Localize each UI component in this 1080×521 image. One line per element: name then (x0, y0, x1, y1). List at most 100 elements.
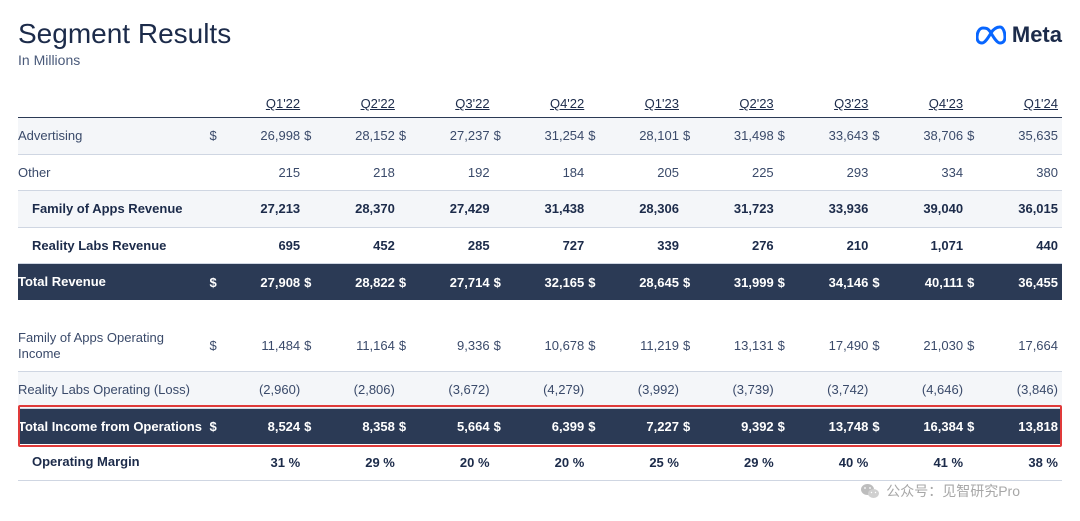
cell-value: 35,635 (981, 118, 1062, 155)
cell-value: 40,111 (886, 264, 967, 300)
cell-value: 39,040 (886, 191, 967, 228)
currency-symbol (683, 227, 697, 264)
segment-results-table: Q1'22Q2'22Q3'22Q4'22Q1'23Q2'23Q3'23Q4'23… (18, 90, 1062, 481)
cell-value: 285 (413, 227, 494, 264)
cell-value: 440 (981, 227, 1062, 264)
cell-value: (4,646) (886, 372, 967, 409)
currency-symbol: $ (209, 320, 223, 372)
cell-value: 28,306 (602, 191, 683, 228)
wechat-icon (860, 481, 880, 501)
currency-symbol (588, 191, 602, 228)
cell-value: 215 (224, 154, 305, 191)
currency-symbol (967, 191, 981, 228)
cell-value: 29 % (697, 444, 778, 480)
cell-value: 380 (981, 154, 1062, 191)
cell-value: 40 % (792, 444, 873, 480)
currency-symbol (683, 444, 697, 480)
currency-symbol (304, 227, 318, 264)
currency-symbol (209, 191, 223, 228)
currency-symbol: $ (872, 320, 886, 372)
col-header: Q1'22 (224, 90, 305, 118)
cell-value: 33,643 (792, 118, 873, 155)
currency-symbol: $ (209, 118, 223, 155)
cell-value: 38 % (981, 444, 1062, 480)
cell-value: 26,998 (224, 118, 305, 155)
cell-value: 695 (224, 227, 305, 264)
cell-value: (3,742) (792, 372, 873, 409)
currency-symbol: $ (588, 118, 602, 155)
currency-symbol (209, 154, 223, 191)
cell-value: 1,071 (886, 227, 967, 264)
cell-value: 16,384 (886, 408, 967, 444)
cell-value: 27,237 (413, 118, 494, 155)
currency-symbol: $ (778, 118, 792, 155)
currency-symbol (209, 227, 223, 264)
currency-symbol: $ (778, 264, 792, 300)
currency-symbol: $ (494, 320, 508, 372)
cell-value: 28,370 (318, 191, 399, 228)
currency-symbol (494, 154, 508, 191)
page-title: Segment Results (18, 18, 231, 50)
cell-value: 13,131 (697, 320, 778, 372)
currency-symbol (967, 227, 981, 264)
currency-symbol (588, 372, 602, 409)
currency-symbol (872, 372, 886, 409)
watermark-text: 公众号：见智研究Pro (886, 481, 1020, 501)
currency-symbol (683, 191, 697, 228)
currency-symbol (494, 372, 508, 409)
col-header: Q2'23 (697, 90, 778, 118)
cell-value: 7,227 (602, 408, 683, 444)
currency-symbol: $ (967, 320, 981, 372)
currency-symbol: $ (778, 320, 792, 372)
cell-value: 8,358 (318, 408, 399, 444)
cell-value: 334 (886, 154, 967, 191)
table-row: Family of Apps Operating Income$11,484$1… (18, 320, 1062, 372)
cell-value: (4,279) (508, 372, 589, 409)
cell-value: 5,664 (413, 408, 494, 444)
currency-symbol: $ (683, 264, 697, 300)
cell-value: (2,960) (224, 372, 305, 409)
cell-value: 21,030 (886, 320, 967, 372)
currency-symbol (399, 191, 413, 228)
currency-symbol: $ (494, 264, 508, 300)
currency-symbol: $ (399, 320, 413, 372)
currency-symbol: $ (494, 408, 508, 444)
currency-symbol (209, 444, 223, 480)
currency-symbol (872, 154, 886, 191)
cell-value: 20 % (508, 444, 589, 480)
currency-symbol: $ (967, 118, 981, 155)
meta-logo-text: Meta (1012, 22, 1062, 48)
currency-symbol: $ (683, 408, 697, 444)
currency-symbol: $ (778, 408, 792, 444)
cell-value: 17,490 (792, 320, 873, 372)
cell-value: 11,164 (318, 320, 399, 372)
row-label: Advertising (18, 118, 209, 155)
row-label: Total Income from Operations (18, 408, 209, 444)
cell-value: 28,152 (318, 118, 399, 155)
cell-value: 41 % (886, 444, 967, 480)
cell-value: (3,672) (413, 372, 494, 409)
col-header: Q1'24 (981, 90, 1062, 118)
cell-value: 192 (413, 154, 494, 191)
currency-symbol: $ (683, 118, 697, 155)
currency-symbol (588, 444, 602, 480)
currency-symbol (494, 191, 508, 228)
table-row: Advertising$26,998$28,152$27,237$31,254$… (18, 118, 1062, 155)
cell-value: 10,678 (508, 320, 589, 372)
currency-symbol (588, 154, 602, 191)
table-row: Reality Labs Operating (Loss)(2,960)(2,8… (18, 372, 1062, 409)
currency-symbol: $ (494, 118, 508, 155)
currency-symbol: $ (304, 408, 318, 444)
cell-value: 25 % (602, 444, 683, 480)
currency-symbol (683, 372, 697, 409)
cell-value: (3,739) (697, 372, 778, 409)
currency-symbol: $ (209, 408, 223, 444)
currency-symbol: $ (967, 408, 981, 444)
cell-value: 184 (508, 154, 589, 191)
currency-symbol (399, 444, 413, 480)
cell-value: 218 (318, 154, 399, 191)
currency-symbol (872, 444, 886, 480)
currency-symbol: $ (588, 320, 602, 372)
cell-value: 727 (508, 227, 589, 264)
cell-value: 31,438 (508, 191, 589, 228)
